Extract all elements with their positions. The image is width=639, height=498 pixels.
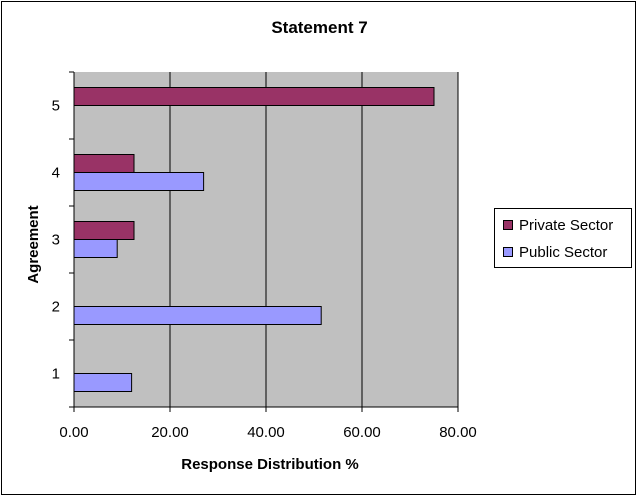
y-tick-label: 4	[52, 165, 60, 182]
x-tick-label: 0.00	[59, 424, 88, 441]
x-tick-label: 40.00	[247, 424, 285, 441]
bar-private-sector	[73, 87, 435, 106]
y-tick-label: 5	[52, 98, 60, 115]
legend-item-private: Private Sector	[503, 216, 613, 234]
y-tick-label: 3	[52, 232, 60, 249]
bar-public-sector	[73, 239, 118, 258]
x-tick-label: 80.00	[439, 424, 477, 441]
y-tick-label: 2	[52, 299, 60, 316]
legend-label-private: Private Sector	[519, 216, 614, 234]
legend-swatch-public	[503, 247, 513, 257]
chart-legend: Private Sector Public Sector	[494, 208, 632, 268]
bar-private-sector	[73, 154, 135, 173]
bar-public-sector	[73, 172, 205, 191]
legend-label-public: Public Sector	[519, 243, 608, 261]
bar-private-sector	[73, 221, 135, 240]
y-tick-label: 1	[52, 366, 60, 383]
bar-public-sector	[73, 373, 133, 392]
x-axis-title: Response Distribution %	[181, 456, 359, 473]
legend-item-public: Public Sector	[503, 243, 607, 261]
chart-title: Statement 7	[271, 18, 368, 37]
y-axis-title: Agreement	[25, 205, 42, 283]
x-tick-label: 60.00	[343, 424, 381, 441]
legend-swatch-private	[503, 220, 513, 230]
bar-public-sector	[73, 306, 322, 325]
x-tick-label: 20.00	[151, 424, 189, 441]
